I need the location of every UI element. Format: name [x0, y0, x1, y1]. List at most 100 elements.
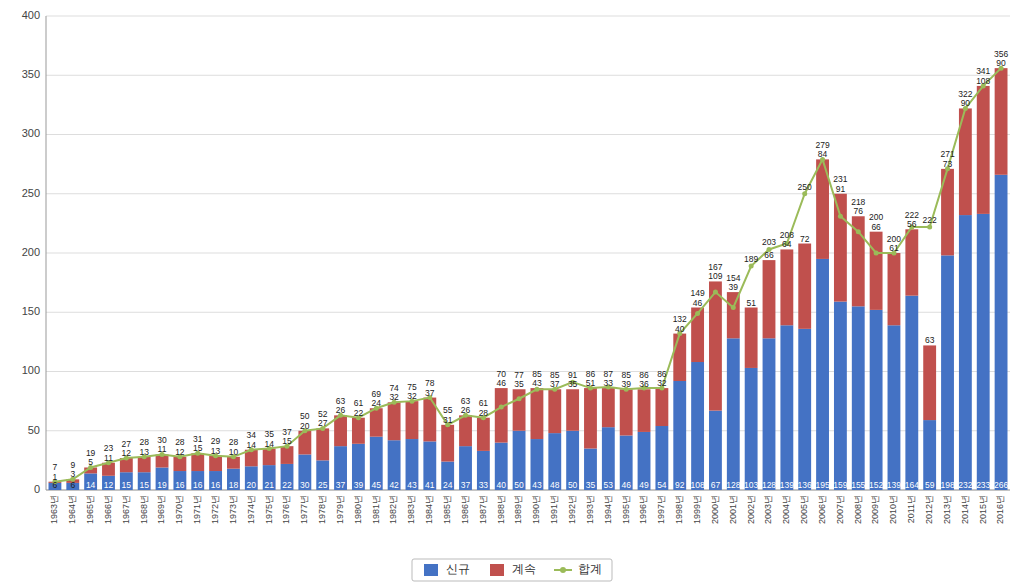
data-label: 108: [976, 76, 990, 86]
data-label: 139: [780, 480, 794, 490]
data-label: 16: [211, 480, 221, 490]
bar: [602, 388, 615, 427]
bar: [780, 249, 793, 325]
bar: [798, 329, 811, 490]
data-label: 322: [958, 89, 972, 99]
data-label: 77: [514, 370, 524, 380]
data-label: 27: [122, 439, 132, 449]
line-marker: [499, 405, 504, 410]
grid-line: [46, 312, 1010, 313]
x-tick-label: 2000년: [710, 495, 720, 524]
data-label: 61: [479, 398, 489, 408]
y-tick-label: 300: [22, 127, 40, 139]
bar: [352, 444, 365, 490]
data-label: 250: [798, 182, 812, 192]
data-label: 76: [854, 206, 864, 216]
bar: [709, 411, 722, 490]
bar: [459, 415, 472, 446]
bar: [780, 325, 793, 490]
data-label: 42: [389, 480, 399, 490]
y-tick-label: 350: [22, 68, 40, 80]
y-tick-label: 150: [22, 305, 40, 317]
bar: [334, 446, 347, 490]
bar: [370, 437, 383, 490]
data-label: 29: [211, 436, 221, 446]
line-marker: [927, 224, 932, 229]
data-label: 13: [139, 447, 149, 457]
x-tick-label: 1982년: [388, 495, 398, 524]
bar: [941, 255, 954, 490]
x-tick-label: 1988년: [496, 495, 506, 524]
x-tick-label: 1966년: [103, 495, 113, 524]
data-label: 28: [229, 437, 239, 447]
bar: [477, 451, 490, 490]
x-tick-label: 1978년: [317, 495, 327, 524]
data-label: 32: [657, 378, 667, 388]
bar: [298, 454, 311, 490]
x-tick-label: 1969년: [156, 495, 166, 524]
data-label: 85: [550, 370, 560, 380]
data-label: 51: [746, 298, 756, 308]
bar: [584, 388, 597, 448]
data-label: 15: [193, 443, 203, 453]
data-label: 15: [282, 436, 292, 446]
y-tick-label: 250: [22, 187, 40, 199]
data-label: 7: [53, 462, 58, 472]
data-label: 155: [851, 480, 865, 490]
data-label: 128: [726, 480, 740, 490]
data-label: 1: [53, 472, 58, 482]
x-tick-label: 1998년: [674, 495, 684, 524]
x-tick-label: 1990년: [531, 495, 541, 524]
x-tick-label: 1997년: [656, 495, 666, 524]
data-label: 35: [568, 379, 578, 389]
bar: [370, 408, 383, 436]
data-label: 233: [976, 480, 990, 490]
data-label: 54: [657, 480, 667, 490]
bar: [870, 310, 883, 490]
data-label: 41: [425, 480, 435, 490]
legend-swatch: [424, 564, 438, 576]
data-label: 25: [318, 480, 328, 490]
data-label: 19: [157, 480, 167, 490]
y-tick-label: 400: [22, 9, 40, 21]
data-label: 31: [193, 434, 203, 444]
grid-line: [46, 253, 1010, 254]
data-label: 34: [247, 430, 257, 440]
line-marker: [731, 305, 736, 310]
grid-line: [46, 16, 1010, 17]
data-label: 139: [887, 480, 901, 490]
bar: [977, 214, 990, 490]
data-label: 27: [318, 418, 328, 428]
y-tick-label: 50: [28, 424, 40, 436]
data-label: 73: [943, 159, 953, 169]
bar: [602, 427, 615, 490]
grid-line: [46, 490, 1010, 491]
line-marker: [874, 251, 879, 256]
bar: [388, 402, 401, 440]
data-label: 45: [372, 480, 382, 490]
bar: [852, 216, 865, 306]
data-label: 12: [122, 448, 132, 458]
data-label: 15: [139, 480, 149, 490]
x-tick-label: 1991년: [549, 495, 559, 524]
data-label: 109: [708, 271, 722, 281]
data-label: 56: [907, 219, 917, 229]
x-tick-label: 1967년: [121, 495, 131, 524]
data-label: 91: [836, 184, 846, 194]
bar: [316, 460, 329, 490]
x-tick-label: 2013년: [942, 495, 952, 524]
data-label: 203: [762, 237, 776, 247]
data-label: 20: [247, 480, 257, 490]
legend-frame: [412, 559, 612, 581]
data-label: 78: [425, 378, 435, 388]
bar: [477, 418, 490, 451]
bar: [388, 440, 401, 490]
bar: [673, 334, 686, 381]
x-tick-label: 1995년: [621, 495, 631, 524]
data-label: 63: [336, 396, 346, 406]
data-label: 40: [675, 324, 685, 334]
bar: [905, 229, 918, 295]
x-tick-label: 1980년: [353, 495, 363, 524]
bar: [923, 345, 936, 420]
data-label: 66: [764, 250, 774, 260]
